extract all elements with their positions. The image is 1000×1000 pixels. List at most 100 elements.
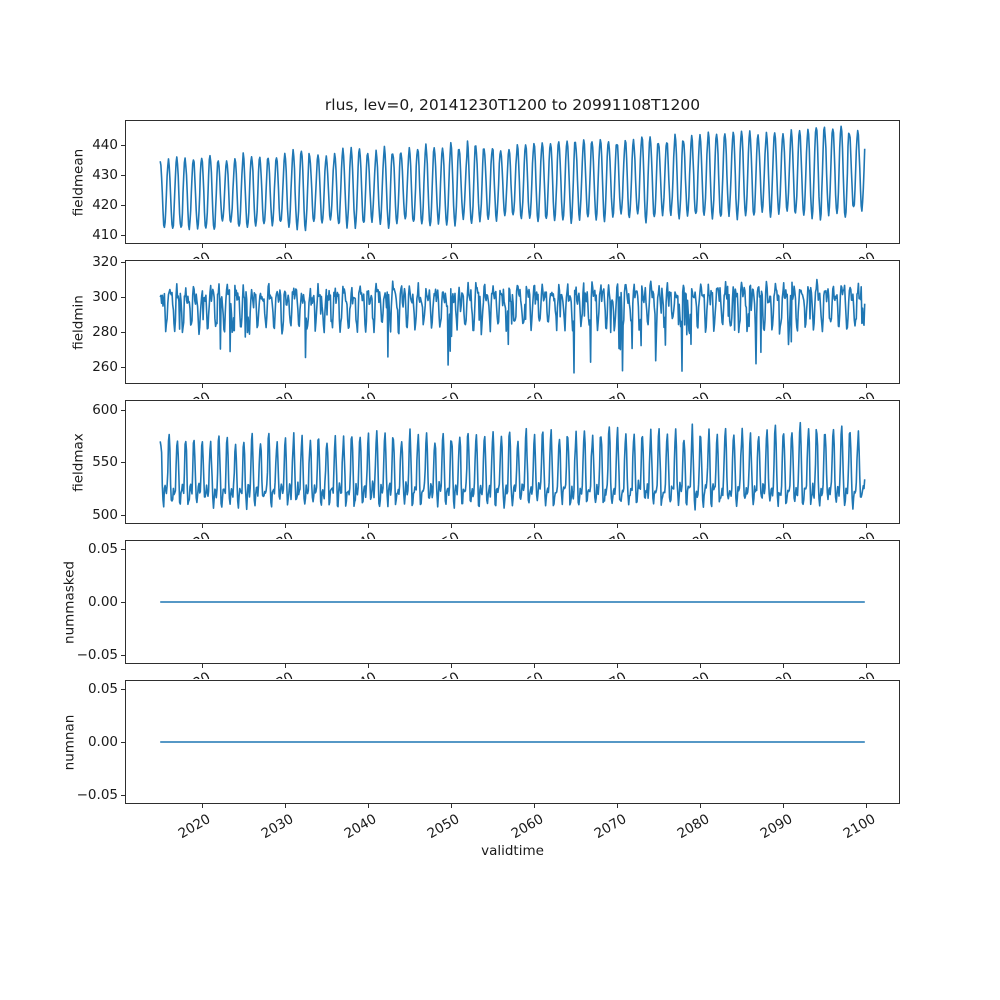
x-tick-mark (367, 244, 369, 248)
x-tick-mark (866, 664, 868, 668)
y-tick-mark (121, 688, 125, 690)
x-tick-label: 2040 (342, 249, 380, 259)
x-tick-label: 2080 (674, 669, 712, 679)
x-tick-label: 2070 (591, 529, 629, 539)
x-tick-mark (533, 804, 535, 808)
x-tick-mark (533, 524, 535, 528)
x-tick-label: 2020 (176, 249, 214, 259)
x-tick-label: 2100 (840, 249, 878, 259)
x-tick-label-band: 2020 2030 2040 2050 2060 2070 2080 2090 2100 (0, 385, 1000, 399)
x-tick-mark (699, 384, 701, 388)
x-tick-mark (699, 524, 701, 528)
x-tick-label: 2040 (342, 389, 380, 399)
x-tick-label: 2050 (425, 811, 463, 843)
x-tick-label: 2030 (259, 669, 297, 679)
y-tick-label: 280 (92, 324, 118, 340)
y-tick-mark (121, 515, 125, 516)
x-tick-mark (201, 244, 203, 248)
y-tick-label: 260 (92, 359, 118, 376)
x-tick-label: 2020 (175, 811, 214, 843)
x-tick-label: 2090 (757, 389, 795, 399)
x-tick-label: 2050 (425, 529, 463, 539)
x-tick-label: 2060 (508, 811, 546, 843)
line-series-nummasked (160, 601, 865, 603)
x-tick-mark (201, 524, 203, 528)
x-tick-mark (616, 664, 618, 668)
x-tick-mark (616, 244, 618, 248)
x-tick-mark (616, 524, 618, 528)
y-tick-label: 600 (92, 401, 118, 418)
axes-box-fieldmax (125, 400, 900, 524)
x-tick-label: 2090 (757, 249, 795, 259)
y-tick-label: 320 (92, 254, 118, 270)
y-tick-mark (121, 144, 125, 146)
x-tick-label: 2070 (591, 811, 629, 843)
x-tick-label: 2100 (840, 529, 878, 539)
x-tick-mark (533, 244, 535, 248)
x-tick-mark (450, 524, 452, 528)
subplot-numnan: numnan −0.05 0.00 0.05 2020 2030 2040 2050 2060… (0, 680, 1000, 842)
x-tick-mark (866, 384, 868, 388)
x-tick-mark (284, 384, 286, 388)
series-polyline (159, 125, 866, 232)
x-tick-mark (782, 804, 784, 808)
y-tick-label: 500 (92, 507, 118, 523)
x-tick-mark (616, 384, 618, 388)
x-tick-mark (450, 244, 452, 248)
axes-box-numnan (125, 680, 900, 804)
y-tick-label: 0.05 (87, 680, 118, 697)
x-tick-mark (450, 664, 452, 668)
x-tick-label: 2100 (840, 811, 879, 843)
x-tick-label: 2030 (259, 529, 297, 539)
y-tick-label: 0.05 (87, 540, 118, 557)
x-tick-mark (866, 524, 868, 528)
y-tick-label: 430 (92, 166, 118, 183)
x-tick-mark (201, 384, 203, 388)
y-tick-mark (121, 655, 125, 657)
y-tick-mark (121, 261, 125, 263)
x-tick-label: 2040 (342, 669, 380, 679)
x-tick-label: 2100 (840, 389, 878, 399)
x-tick-mark (782, 524, 784, 528)
x-tick-mark (201, 804, 203, 808)
x-tick-label-band: 2020 2030 2040 2050 2060 2070 2080 2090 2100 (0, 525, 1000, 539)
series-polyline (159, 278, 866, 374)
x-tick-label: 2030 (259, 249, 297, 259)
x-tick-mark (367, 524, 369, 528)
y-tick-mark (121, 742, 125, 743)
y-tick-label: 0.00 (87, 594, 118, 610)
x-tick-label: 2070 (591, 669, 629, 679)
x-tick-mark (533, 664, 535, 668)
x-tick-mark (367, 664, 369, 668)
subplot-fieldmax: fieldmax 5005506002020203020402050206020… (0, 400, 1000, 540)
x-tick-label: 2050 (425, 249, 463, 259)
x-tick-mark (284, 664, 286, 668)
x-tick-mark (616, 804, 618, 808)
x-tick-label: 2060 (508, 389, 546, 399)
x-tick-label: 2080 (674, 811, 712, 843)
x-tick-label: 2080 (674, 249, 712, 259)
y-tick-mark (121, 367, 125, 369)
axes-box-nummasked (125, 540, 900, 664)
x-tick-label: 2070 (591, 249, 629, 259)
x-tick-label: 2030 (259, 811, 297, 843)
x-tick-mark (699, 804, 701, 808)
y-tick-mark (121, 795, 125, 797)
x-axis-label: validtime (481, 843, 544, 859)
x-tick-label: 2040 (342, 529, 380, 539)
x-tick-label: 2090 (757, 669, 795, 679)
x-tick-mark (533, 384, 535, 388)
x-tick-label: 2020 (176, 389, 214, 399)
y-tick-mark (121, 602, 125, 603)
x-tick-mark (367, 384, 369, 388)
x-tick-label: 2060 (508, 249, 546, 259)
line-series-fieldmean (159, 125, 866, 232)
x-tick-mark (201, 664, 203, 668)
x-tick-mark (450, 384, 452, 388)
axes-box-fieldmean (125, 120, 900, 244)
x-tick-label: 2080 (674, 529, 712, 539)
x-tick-label-band: 2020 2030 2040 2050 2060 2070 2080 2090 2100 (0, 665, 1000, 679)
x-tick-label: 2080 (674, 389, 712, 399)
x-tick-mark (284, 244, 286, 248)
